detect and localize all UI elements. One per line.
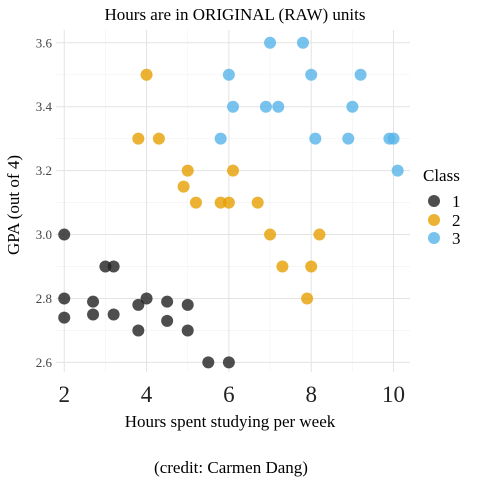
- data-point-class-1: [99, 260, 112, 273]
- legend-label-class-3: 3: [452, 229, 461, 248]
- data-point-class-2: [177, 180, 190, 193]
- data-point-class-3: [227, 100, 239, 113]
- data-point-class-2: [181, 164, 194, 177]
- legend-label-class-2: 2: [452, 211, 461, 230]
- y-tick-label: 3.0: [36, 227, 52, 242]
- y-axis-label: GPA (out of 4): [4, 155, 23, 255]
- data-point-class-1: [161, 295, 174, 308]
- y-tick-label: 3.6: [36, 35, 53, 50]
- data-point-class-1: [132, 298, 145, 311]
- data-point-class-3: [264, 36, 277, 49]
- x-tick-label: 6: [223, 382, 235, 407]
- data-point-class-2: [189, 196, 202, 209]
- data-point-class-1: [58, 311, 71, 324]
- x-axis-ticks: 2 4 6 8 10: [58, 382, 405, 407]
- data-point-class-3: [222, 68, 235, 81]
- data-point-class-2: [227, 164, 239, 177]
- data-point-class-1: [132, 324, 145, 337]
- data-point-class-1: [140, 292, 153, 305]
- data-point-class-3: [346, 100, 359, 113]
- x-tick-label: 10: [382, 382, 405, 407]
- data-point-class-2: [305, 260, 318, 273]
- y-tick-label: 3.4: [36, 99, 53, 114]
- data-point-class-1: [87, 295, 100, 308]
- data-point-class-1: [202, 356, 215, 369]
- data-point-class-2: [152, 132, 165, 145]
- data-point-class-3: [342, 132, 355, 145]
- y-tick-label: 2.8: [36, 291, 52, 306]
- x-tick-label: 8: [305, 382, 317, 407]
- data-point-class-3: [387, 132, 400, 145]
- x-axis-label: Hours spent studying per week: [125, 412, 336, 431]
- legend-title: Class: [423, 166, 460, 185]
- y-tick-label: 2.6: [36, 355, 53, 370]
- legend-key-class-2: [428, 214, 440, 226]
- legend-label-class-1: 1: [452, 192, 461, 211]
- data-point-class-3: [305, 68, 318, 81]
- data-point-class-3: [309, 132, 322, 145]
- data-point-class-1: [181, 298, 194, 311]
- data-point-class-3: [296, 36, 309, 49]
- x-tick-label: 2: [58, 382, 70, 407]
- y-axis-ticks: 2.6 2.8 3.0 3.2 3.4 3.6: [36, 35, 53, 370]
- legend-key-class-3: [428, 232, 440, 244]
- data-point-class-3: [214, 132, 227, 145]
- chart-caption: (credit: Carmen Dang): [154, 458, 308, 477]
- data-point-class-1: [107, 260, 120, 273]
- data-point-class-1: [58, 228, 71, 241]
- data-point-class-2: [251, 196, 264, 209]
- data-point-class-1: [58, 292, 71, 305]
- data-point-class-2: [222, 196, 235, 209]
- data-point-class-2: [214, 196, 227, 209]
- x-tick-label: 4: [141, 382, 153, 407]
- data-point-class-2: [264, 228, 277, 241]
- y-tick-label: 3.2: [36, 163, 52, 178]
- data-point-class-1: [161, 314, 174, 327]
- data-point-class-3: [391, 164, 404, 177]
- data-point-class-1: [181, 324, 194, 337]
- data-point-class-3: [272, 100, 285, 113]
- data-point-class-2: [313, 228, 326, 241]
- legend: Class 123: [423, 166, 461, 248]
- data-point-class-1: [222, 356, 235, 369]
- chart-title: Hours are in ORIGINAL (RAW) units: [105, 5, 366, 24]
- data-points: [58, 36, 404, 369]
- legend-items: 123: [428, 192, 461, 248]
- data-point-class-2: [301, 292, 314, 305]
- data-point-class-3: [354, 68, 367, 81]
- data-point-class-2: [140, 68, 153, 81]
- data-point-class-2: [276, 260, 289, 273]
- data-point-class-1: [107, 308, 120, 321]
- legend-key-class-1: [428, 195, 440, 207]
- data-point-class-1: [87, 308, 100, 321]
- data-point-class-2: [132, 132, 145, 145]
- data-point-class-3: [259, 100, 272, 113]
